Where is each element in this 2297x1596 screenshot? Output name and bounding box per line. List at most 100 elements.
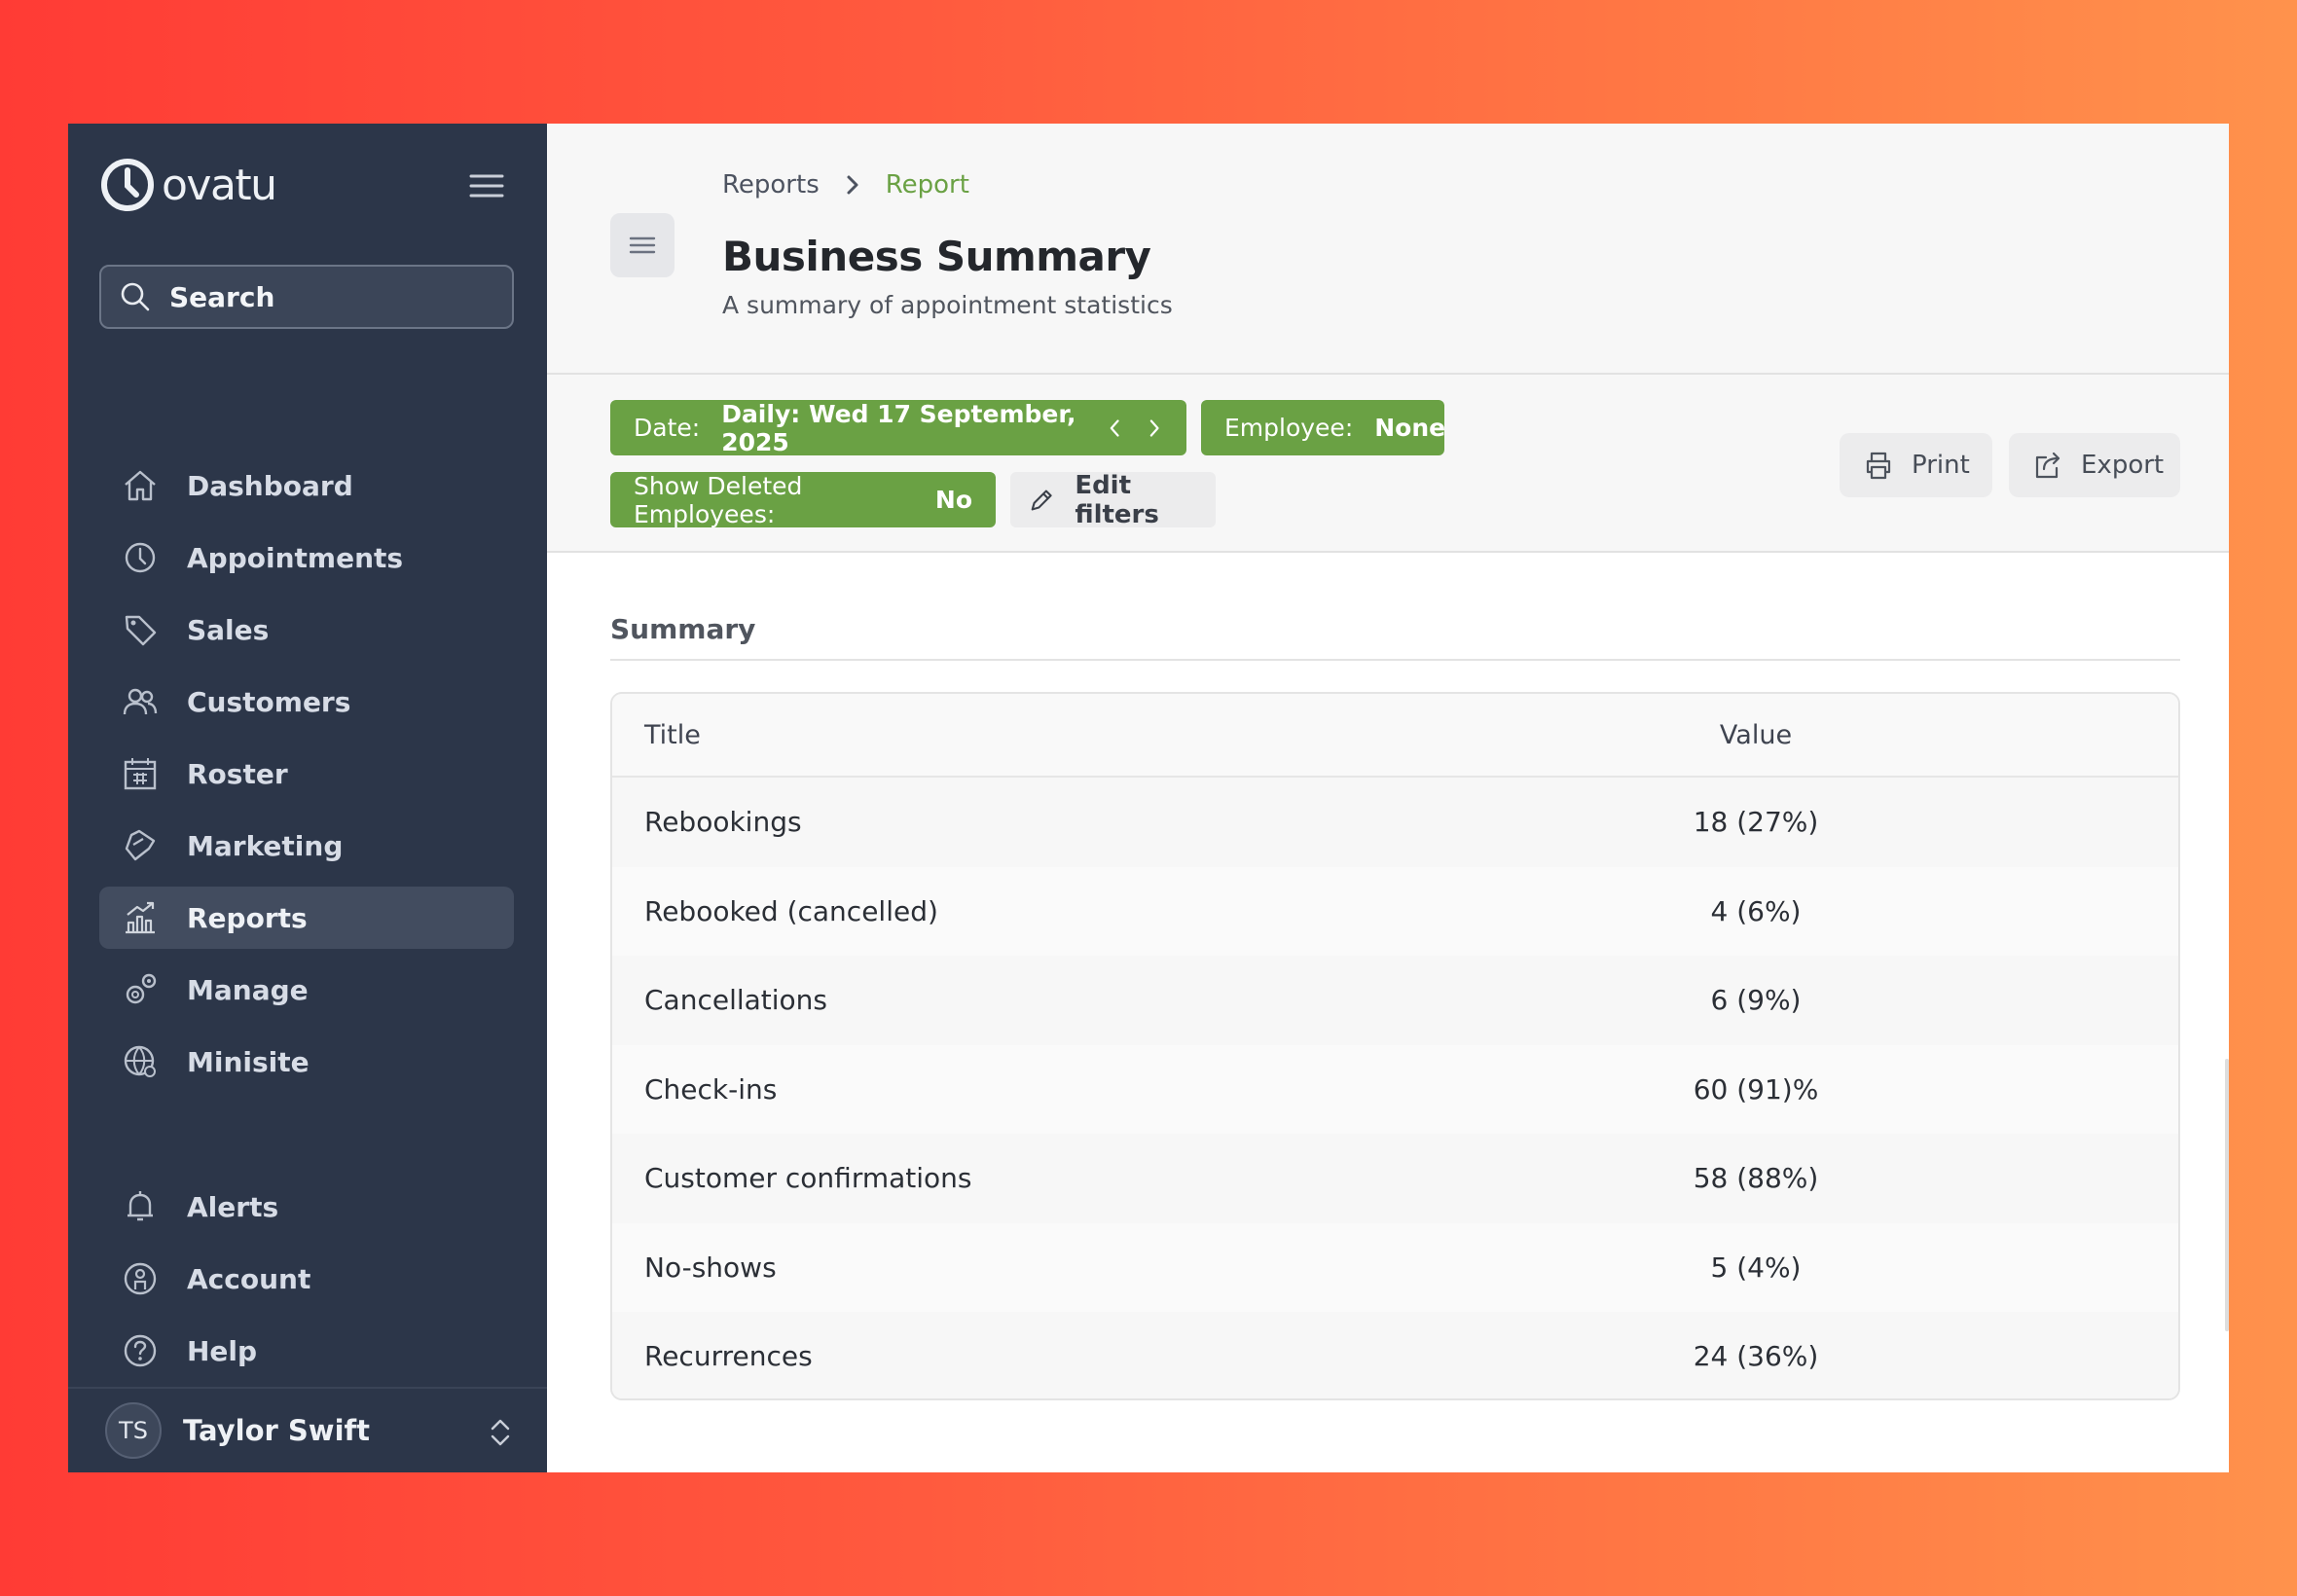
row-title: Check-ins — [644, 1072, 778, 1106]
clock-logo-icon — [101, 159, 154, 211]
brand-logo[interactable]: ovatu — [99, 157, 277, 213]
table-row: Rebooked (cancelled) 4 (6%) — [612, 866, 2178, 956]
filter-key: Employee: — [1224, 414, 1354, 442]
sidebar-item-label: Help — [187, 1334, 258, 1367]
sidebar-item-label: Customers — [187, 685, 351, 718]
section-divider — [610, 659, 2180, 661]
sidebar-item-marketing[interactable]: Marketing — [99, 815, 514, 877]
chevron-left-icon[interactable] — [1106, 415, 1123, 442]
column-header-title[interactable]: Title — [644, 719, 701, 750]
row-title: Customer confirmations — [644, 1162, 972, 1195]
sidebar-item-reports[interactable]: Reports — [99, 887, 514, 949]
table-row: Check-ins 60 (91)% — [612, 1044, 2178, 1134]
table-row: Customer confirmations 58 (88%) — [612, 1134, 2178, 1223]
help-icon — [121, 1331, 160, 1370]
breadcrumb: Reports Report — [722, 170, 969, 200]
filter-key: Show Deleted Employees: — [634, 471, 803, 528]
sidebar: ovatu Search Dashboard — [68, 124, 547, 1472]
sidebar-item-label: Account — [187, 1262, 311, 1295]
hamburger-icon — [629, 236, 656, 254]
search-placeholder: Search — [169, 280, 275, 313]
print-button[interactable]: Print — [1840, 433, 1992, 497]
sidebar-nav: Dashboard Appointments Sales Customers — [99, 454, 514, 1103]
page-subtitle: A summary of appointment statistics — [722, 291, 1173, 319]
share-export-icon — [2035, 452, 2060, 479]
sidebar-item-manage[interactable]: Manage — [99, 959, 514, 1021]
breadcrumb-report[interactable]: Report — [885, 170, 969, 200]
filter-value: None — [1374, 414, 1446, 442]
avatar: TS — [105, 1402, 162, 1459]
table-row: Recurrences 24 (36%) — [612, 1312, 2178, 1398]
row-value: 58 (88%) — [1693, 1162, 1819, 1195]
sidebar-collapse-button[interactable] — [461, 166, 512, 205]
sidebar-item-appointments[interactable]: Appointments — [99, 526, 514, 589]
summary-table: Title Value Rebookings 18 (27%) Rebooked… — [610, 692, 2180, 1400]
employee-filter-chip[interactable]: Employee: None — [1201, 400, 1446, 455]
print-label: Print — [1912, 451, 1970, 480]
globe-icon — [121, 1042, 160, 1081]
sidebar-item-label: Appointments — [187, 541, 404, 574]
row-value: 60 (91)% — [1693, 1072, 1819, 1106]
table-row: Cancellations 6 (9%) — [612, 956, 2178, 1045]
row-value: 5 (4%) — [1710, 1251, 1802, 1284]
gears-icon — [121, 970, 160, 1009]
clock-icon — [121, 538, 160, 577]
user-name: Taylor Swift — [183, 1414, 370, 1447]
column-header-value[interactable]: Value — [1719, 719, 1793, 750]
bar-chart-icon — [121, 898, 160, 937]
breadcrumb-reports[interactable]: Reports — [722, 170, 820, 200]
table-header: Title Value — [612, 694, 2178, 778]
sidebar-item-label: Sales — [187, 613, 270, 646]
section-title: Summary — [610, 613, 756, 645]
sidebar-item-account[interactable]: Account — [99, 1247, 514, 1311]
chevron-right-icon — [847, 175, 858, 195]
row-title: Rebooked (cancelled) — [644, 894, 938, 927]
account-icon — [121, 1259, 160, 1298]
sidebar-item-label: Roster — [187, 757, 288, 790]
show-deleted-filter-chip[interactable]: Show Deleted Employees: No — [610, 471, 996, 528]
row-title: Recurrences — [644, 1340, 813, 1373]
page-menu-button[interactable] — [610, 213, 675, 277]
row-title: Cancellations — [644, 984, 828, 1017]
row-title: Rebookings — [644, 806, 802, 839]
sidebar-item-label: Minisite — [187, 1045, 310, 1078]
filter-value: No — [934, 486, 972, 514]
page-title: Business Summary — [722, 233, 1151, 280]
edit-filters-button[interactable]: Edit filters — [1010, 471, 1216, 529]
sidebar-item-customers[interactable]: Customers — [99, 671, 514, 733]
report-content: Summary Title Value Rebookings 18 (27%) … — [547, 553, 2229, 1472]
chevron-right-icon[interactable] — [1146, 415, 1163, 442]
bell-icon — [121, 1187, 160, 1226]
brand-name: ovatu — [162, 160, 277, 210]
user-menu[interactable]: TS Taylor Swift — [68, 1387, 547, 1472]
sidebar-item-sales[interactable]: Sales — [99, 598, 514, 661]
row-title: No-shows — [644, 1251, 777, 1284]
filter-bar: Date: Daily: Wed 17 September, 2025 Empl… — [547, 375, 2229, 553]
filter-value: Daily: Wed 17 September, 2025 — [721, 399, 1076, 456]
sidebar-item-help[interactable]: Help — [99, 1319, 514, 1383]
tag-icon — [121, 610, 160, 649]
sidebar-item-minisite[interactable]: Minisite — [99, 1031, 514, 1093]
export-button[interactable]: Export — [2009, 433, 2180, 497]
date-filter-chip[interactable]: Date: Daily: Wed 17 September, 2025 — [610, 399, 1186, 456]
sidebar-item-label: Marketing — [187, 829, 344, 862]
export-label: Export — [2081, 451, 2165, 480]
table-row: Rebookings 18 (27%) — [612, 778, 2178, 867]
scrollbar-thumb[interactable] — [2225, 1059, 2229, 1331]
home-icon — [121, 466, 160, 505]
sidebar-item-roster[interactable]: Roster — [99, 743, 514, 805]
row-value: 18 (27%) — [1693, 806, 1819, 839]
row-value: 6 (9%) — [1710, 984, 1802, 1017]
page-header: Reports Report Business Summary A summar… — [547, 124, 2229, 375]
main-content: Reports Report Business Summary A summar… — [547, 124, 2229, 1472]
sidebar-item-label: Manage — [187, 973, 309, 1006]
sidebar-bottom-nav: Alerts Account Help — [99, 1175, 514, 1391]
megaphone-icon — [121, 826, 160, 865]
search-icon — [121, 282, 150, 311]
users-icon — [121, 682, 160, 721]
search-input[interactable]: Search — [99, 265, 514, 329]
app-window: ovatu Search Dashboard — [68, 124, 2229, 1472]
sidebar-item-alerts[interactable]: Alerts — [99, 1175, 514, 1239]
row-value: 4 (6%) — [1710, 894, 1802, 927]
sidebar-item-dashboard[interactable]: Dashboard — [99, 454, 514, 517]
